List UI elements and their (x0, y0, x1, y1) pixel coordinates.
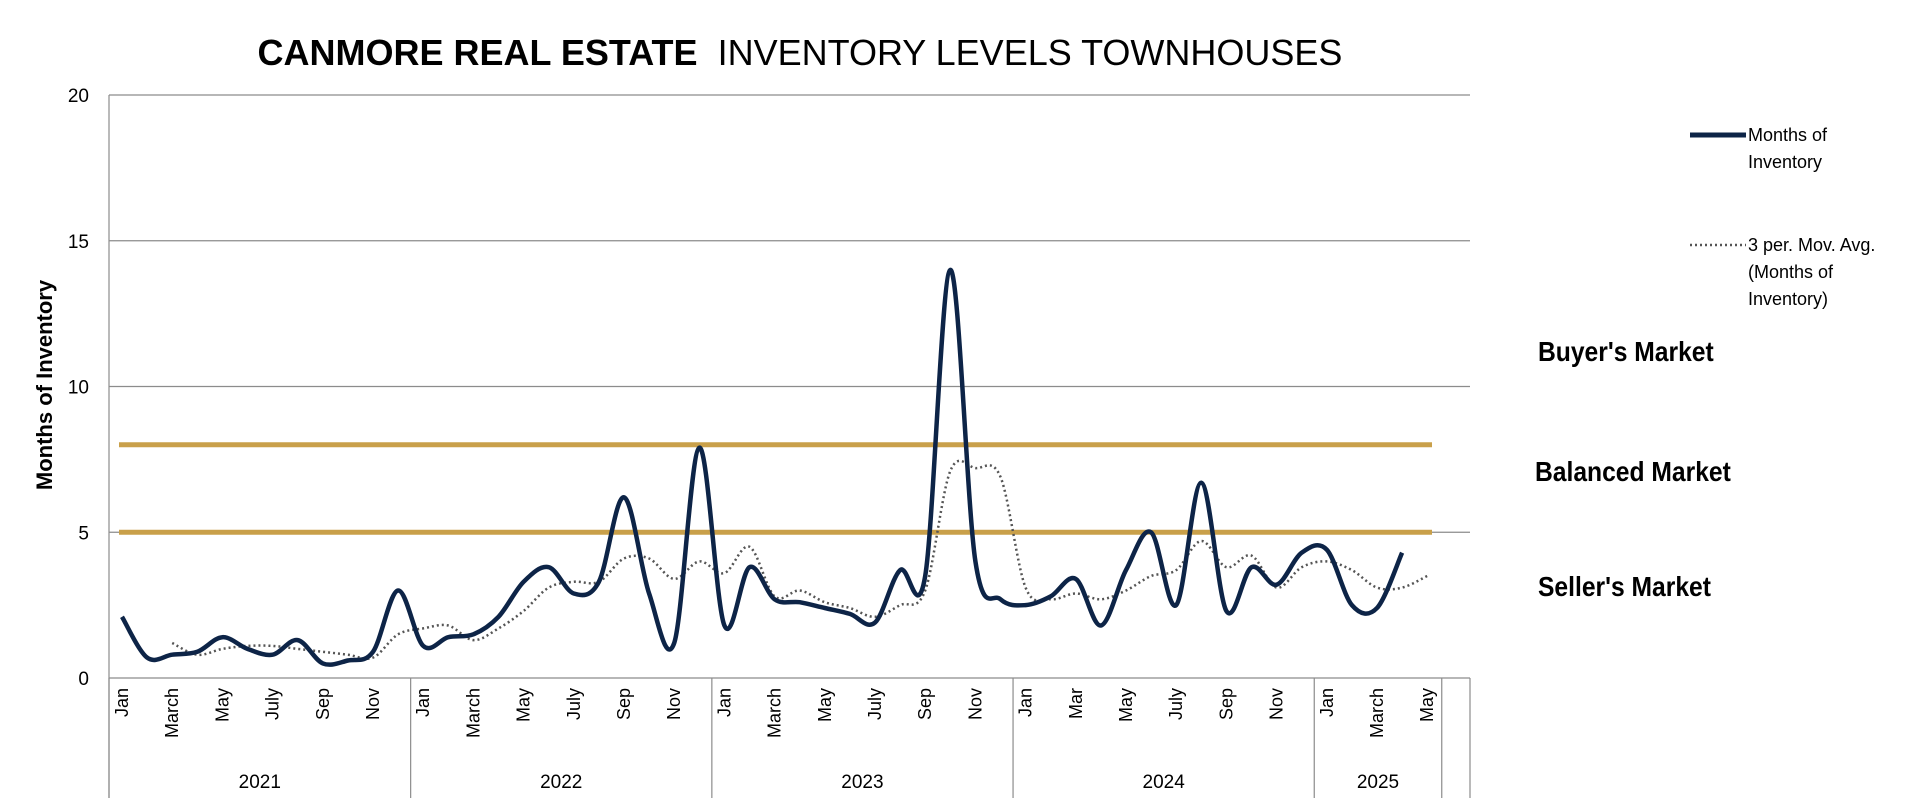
x-tick-label: July (865, 688, 885, 720)
x-tick-label: Jan (1317, 688, 1337, 717)
y-tick-label: 0 (78, 669, 89, 690)
x-tick-label: Sep (614, 688, 634, 720)
x-tick-label: July (263, 688, 283, 720)
y-axis-label: Months of Inventory (32, 279, 57, 491)
x-tick-label: Jan (112, 688, 132, 717)
x-tick-label: May (1116, 688, 1136, 722)
chart-title-rest: INVENTORY LEVELS TOWNHOUSES (717, 32, 1343, 73)
x-tick-label: Nov (664, 688, 684, 720)
x-tick-label: March (1367, 688, 1387, 738)
zone-label-buyers: Buyer's Market (1538, 336, 1714, 367)
year-label-2022: 2022 (540, 772, 582, 793)
x-tick-label: March (463, 688, 483, 738)
year-label-2023: 2023 (841, 772, 883, 793)
legend-item-moving-average: 3 per. Mov. Avg. (Months of Inventory) (1688, 232, 1878, 313)
year-label-2024: 2024 (1143, 772, 1186, 793)
x-tick-label: Nov (1267, 688, 1287, 720)
legend-label-moving-average: 3 per. Mov. Avg. (Months of Inventory) (1748, 235, 1876, 309)
x-tick-label: July (1166, 688, 1186, 720)
legend-item-months-of-inventory: Months of Inventory (1688, 122, 1878, 176)
x-tick-label: Jan (714, 688, 734, 717)
x-tick-label: Jan (1016, 688, 1036, 717)
x-tick-label: Jan (413, 688, 433, 717)
legend-swatch-solid (1688, 122, 1748, 146)
series-line-moving-average (171, 459, 1428, 660)
chart-title-bold: CANMORE REAL ESTATE (257, 32, 698, 73)
x-tick-label: Sep (1216, 688, 1236, 720)
x-tick-label: May (815, 688, 835, 722)
x-tick-label: March (765, 688, 785, 738)
x-tick-label: Sep (915, 688, 935, 720)
x-tick-label: July (564, 688, 584, 720)
chart-title: CANMORE REAL ESTATE INVENTORY LEVELS TOW… (0, 32, 1600, 74)
legend-swatch-dotted (1688, 232, 1748, 256)
y-tick-label: 10 (68, 378, 89, 399)
y-tick-label: 20 (68, 86, 89, 107)
zone-label-balanced: Balanced Market (1535, 456, 1731, 487)
x-tick-label: Mar (1066, 688, 1086, 719)
x-tick-label: May (212, 688, 232, 722)
year-label-2021: 2021 (239, 772, 281, 793)
axes (108, 95, 1471, 798)
x-tick-label: Nov (965, 688, 985, 720)
y-tick-label: 5 (78, 523, 89, 544)
series-line-months-of-inventory (120, 267, 1405, 667)
tick-labels: 0 5 10 15 20 2021 2022 2023 2024 2025 Jan March May J… (68, 86, 1437, 793)
y-tick-label: 15 (68, 232, 89, 253)
x-tick-label: March (162, 688, 182, 738)
year-label-2025: 2025 (1357, 772, 1399, 793)
zone-label-sellers: Seller's Market (1538, 571, 1711, 602)
x-tick-label: May (1417, 688, 1437, 722)
x-tick-label: Nov (363, 688, 383, 720)
legend-label-months-of-inventory: Months of Inventory (1748, 125, 1828, 172)
x-tick-label: Sep (313, 688, 333, 720)
threshold-lines (119, 442, 1432, 535)
x-tick-label: May (514, 688, 534, 722)
gridlines (109, 94, 1470, 679)
series-lines (120, 267, 1428, 667)
